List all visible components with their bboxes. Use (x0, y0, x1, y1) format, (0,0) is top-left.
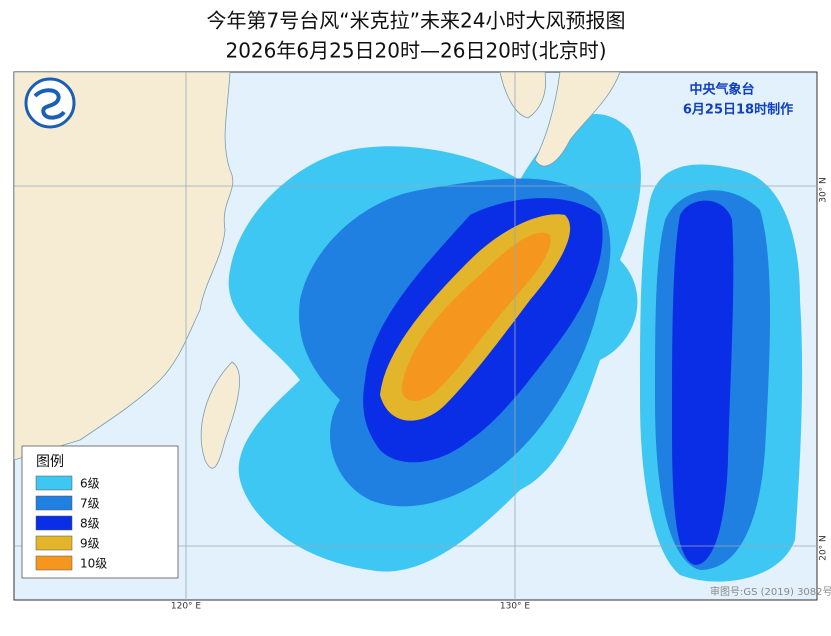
legend: 图例 6级 7级 8级 9级 10级 (21, 445, 179, 579)
title: 今年第7号台风“米克拉”未来24小时大风预报图 (207, 9, 626, 33)
zone-8-east (672, 200, 734, 565)
legend-swatch (35, 535, 73, 551)
zone-10 (401, 232, 551, 402)
agency-name: 中央气象台 (689, 82, 754, 98)
approval-number: 审图号:GS (2019) 3082号 (710, 585, 831, 598)
map-area: 中央气象台 6月25日18时制作 图例 6级 7级 8级 9级 10级 审图号:GS (… (13, 71, 831, 601)
lon-label: 130° E (500, 602, 531, 612)
legend-label: 8级 (80, 517, 100, 531)
legend-title: 图例 (36, 454, 64, 470)
lat-label: 20° N (819, 535, 829, 561)
legend-label: 7级 (80, 497, 100, 511)
land-taiwan (200, 361, 240, 469)
lat-label: 30° N (819, 177, 829, 203)
issue-time: 6月25日18时制作 (683, 102, 793, 118)
legend-label: 6级 (80, 477, 100, 491)
land-korea-japan (499, 72, 621, 167)
subtitle: 2026年6月25日20时—26日20时(北京时) (225, 39, 606, 63)
legend-swatch (35, 475, 73, 491)
lon-label: 120° E (171, 602, 202, 612)
legend-box (21, 445, 179, 579)
land-china (14, 72, 234, 461)
legend-label: 9级 (80, 537, 100, 551)
logo (24, 77, 76, 129)
legend-swatch (35, 515, 73, 531)
legend-swatch (35, 555, 73, 571)
legend-label: 10级 (80, 557, 107, 571)
legend-swatch (35, 495, 73, 511)
